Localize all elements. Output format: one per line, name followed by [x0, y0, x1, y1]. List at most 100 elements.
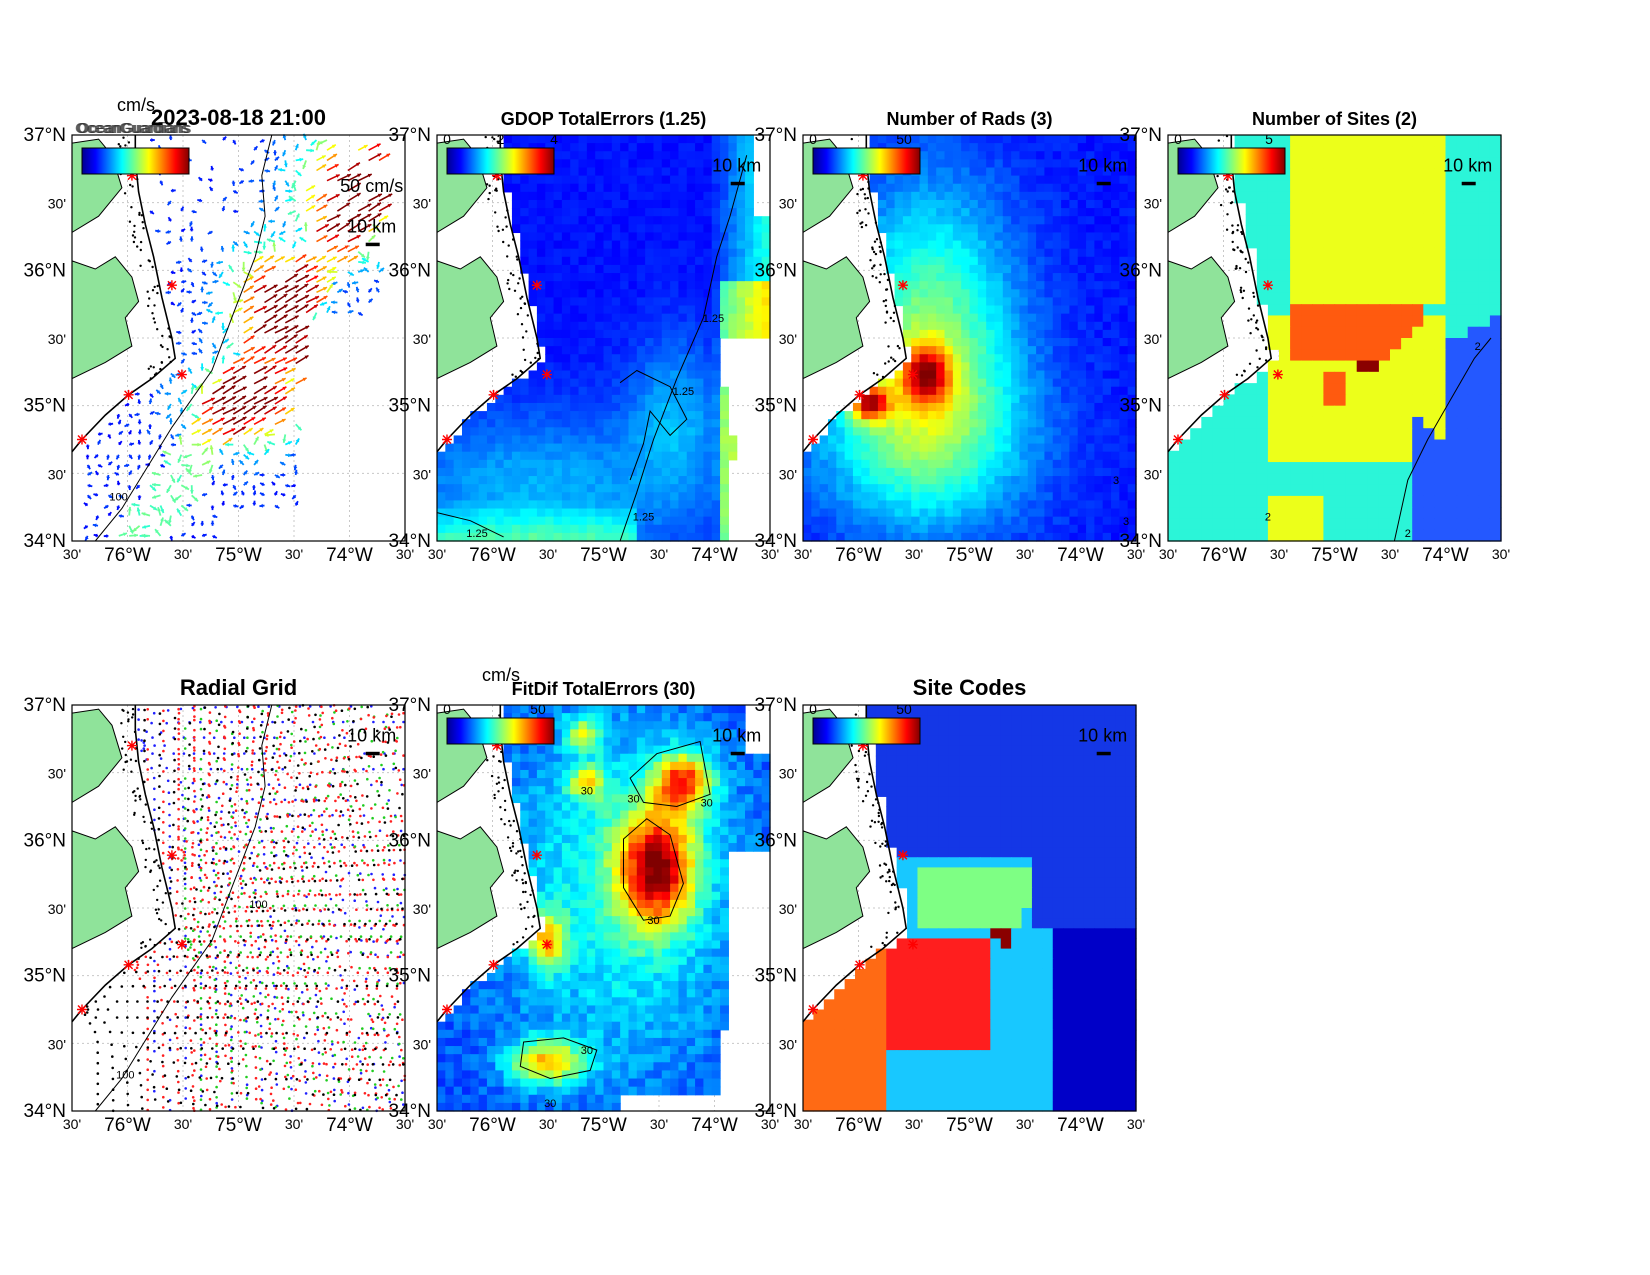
field-cell	[1423, 270, 1435, 283]
current-vector-head	[294, 325, 299, 329]
field-cell	[570, 159, 580, 169]
field-cell	[1102, 289, 1112, 298]
field-cell	[486, 467, 496, 477]
field-cell	[803, 492, 812, 501]
field-cell	[977, 167, 987, 177]
field-cell	[695, 191, 704, 201]
field-cell	[670, 167, 680, 177]
current-vector-head	[117, 419, 122, 424]
field-cell	[952, 321, 962, 331]
field-cell	[894, 524, 904, 534]
field-cell	[728, 248, 738, 258]
field-cell	[894, 411, 904, 420]
field-cell	[603, 492, 613, 501]
field-cell	[977, 435, 987, 445]
field-cell	[927, 216, 937, 225]
field-cell	[1367, 191, 1380, 204]
current-vector-head	[150, 411, 155, 415]
field-cell	[603, 532, 613, 542]
field-cell	[536, 508, 546, 518]
field-cell	[911, 346, 921, 355]
field-cell	[670, 492, 680, 501]
field-cell	[902, 419, 912, 428]
field-cell	[636, 256, 646, 266]
field-cell	[611, 467, 621, 477]
field-cell	[936, 443, 946, 453]
field-cell	[944, 346, 954, 355]
field-cell	[528, 289, 538, 298]
field-cell	[1077, 264, 1087, 274]
field-cell	[753, 305, 763, 315]
field-cell	[536, 175, 546, 185]
field-cell	[578, 476, 588, 485]
field-cell	[1027, 467, 1037, 477]
field-cell	[902, 305, 912, 315]
field-cell	[761, 305, 771, 315]
field-cell	[586, 208, 596, 217]
current-vector-head	[323, 235, 328, 239]
field-cell	[703, 484, 713, 493]
field-cell	[561, 208, 571, 217]
field-cell	[961, 199, 971, 209]
field-cell	[994, 289, 1004, 298]
field-cell	[886, 435, 896, 445]
field-cell	[952, 370, 962, 380]
field-cell	[1061, 191, 1070, 201]
field-cell	[1401, 213, 1413, 226]
field-cell	[545, 273, 555, 282]
coast-dot	[529, 361, 532, 364]
field-cell	[603, 500, 613, 510]
field-cell	[595, 411, 605, 420]
field-cell	[736, 232, 746, 242]
field-cell	[578, 411, 588, 420]
field-cell	[578, 346, 588, 355]
field-cell	[1111, 329, 1120, 339]
field-cell	[661, 273, 671, 282]
current-vector-head	[278, 237, 283, 241]
current-vector-head	[331, 144, 336, 149]
current-vector-head	[303, 222, 308, 226]
field-cell	[445, 492, 455, 501]
field-cell	[686, 175, 696, 185]
field-cell	[1011, 159, 1021, 169]
field-cell	[936, 240, 946, 250]
field-cell	[1061, 411, 1070, 420]
field-cell	[636, 297, 646, 307]
current-vector-head	[149, 440, 153, 445]
field-cell	[470, 451, 480, 461]
current-vector-head	[179, 236, 183, 241]
coast-dot	[864, 208, 867, 211]
field-cell	[536, 224, 546, 234]
field-cell	[578, 232, 588, 242]
current-vector-head	[361, 253, 365, 258]
current-vector-head	[85, 455, 90, 460]
field-cell	[1044, 443, 1054, 453]
field-cell	[961, 143, 971, 152]
field-cell	[1323, 259, 1336, 271]
field-cell	[503, 394, 513, 404]
field-cell	[1301, 225, 1313, 238]
field-cell	[1061, 435, 1070, 445]
lon-tick-label: 74°W	[1057, 545, 1104, 566]
field-cell	[511, 411, 521, 420]
lon-tick-label: 30'	[650, 546, 668, 562]
field-cell	[570, 297, 580, 307]
current-vector-head	[250, 335, 255, 340]
field-cell	[595, 492, 605, 501]
current-vector-head	[273, 294, 278, 298]
field-cell	[1301, 236, 1313, 249]
field-cell	[961, 183, 971, 193]
field-cell	[653, 232, 663, 242]
field-cell	[703, 467, 713, 477]
field-cell	[1077, 208, 1087, 217]
coast-dot	[856, 192, 859, 196]
field-cell	[1401, 247, 1413, 260]
field-cell	[1467, 202, 1480, 215]
field-cell	[470, 459, 480, 469]
field-cell	[902, 289, 912, 298]
field-cell	[495, 500, 505, 510]
current-vector-head	[294, 285, 299, 289]
field-cell	[1245, 225, 1258, 238]
current-vector-head	[124, 423, 129, 427]
field-cell	[977, 508, 987, 518]
